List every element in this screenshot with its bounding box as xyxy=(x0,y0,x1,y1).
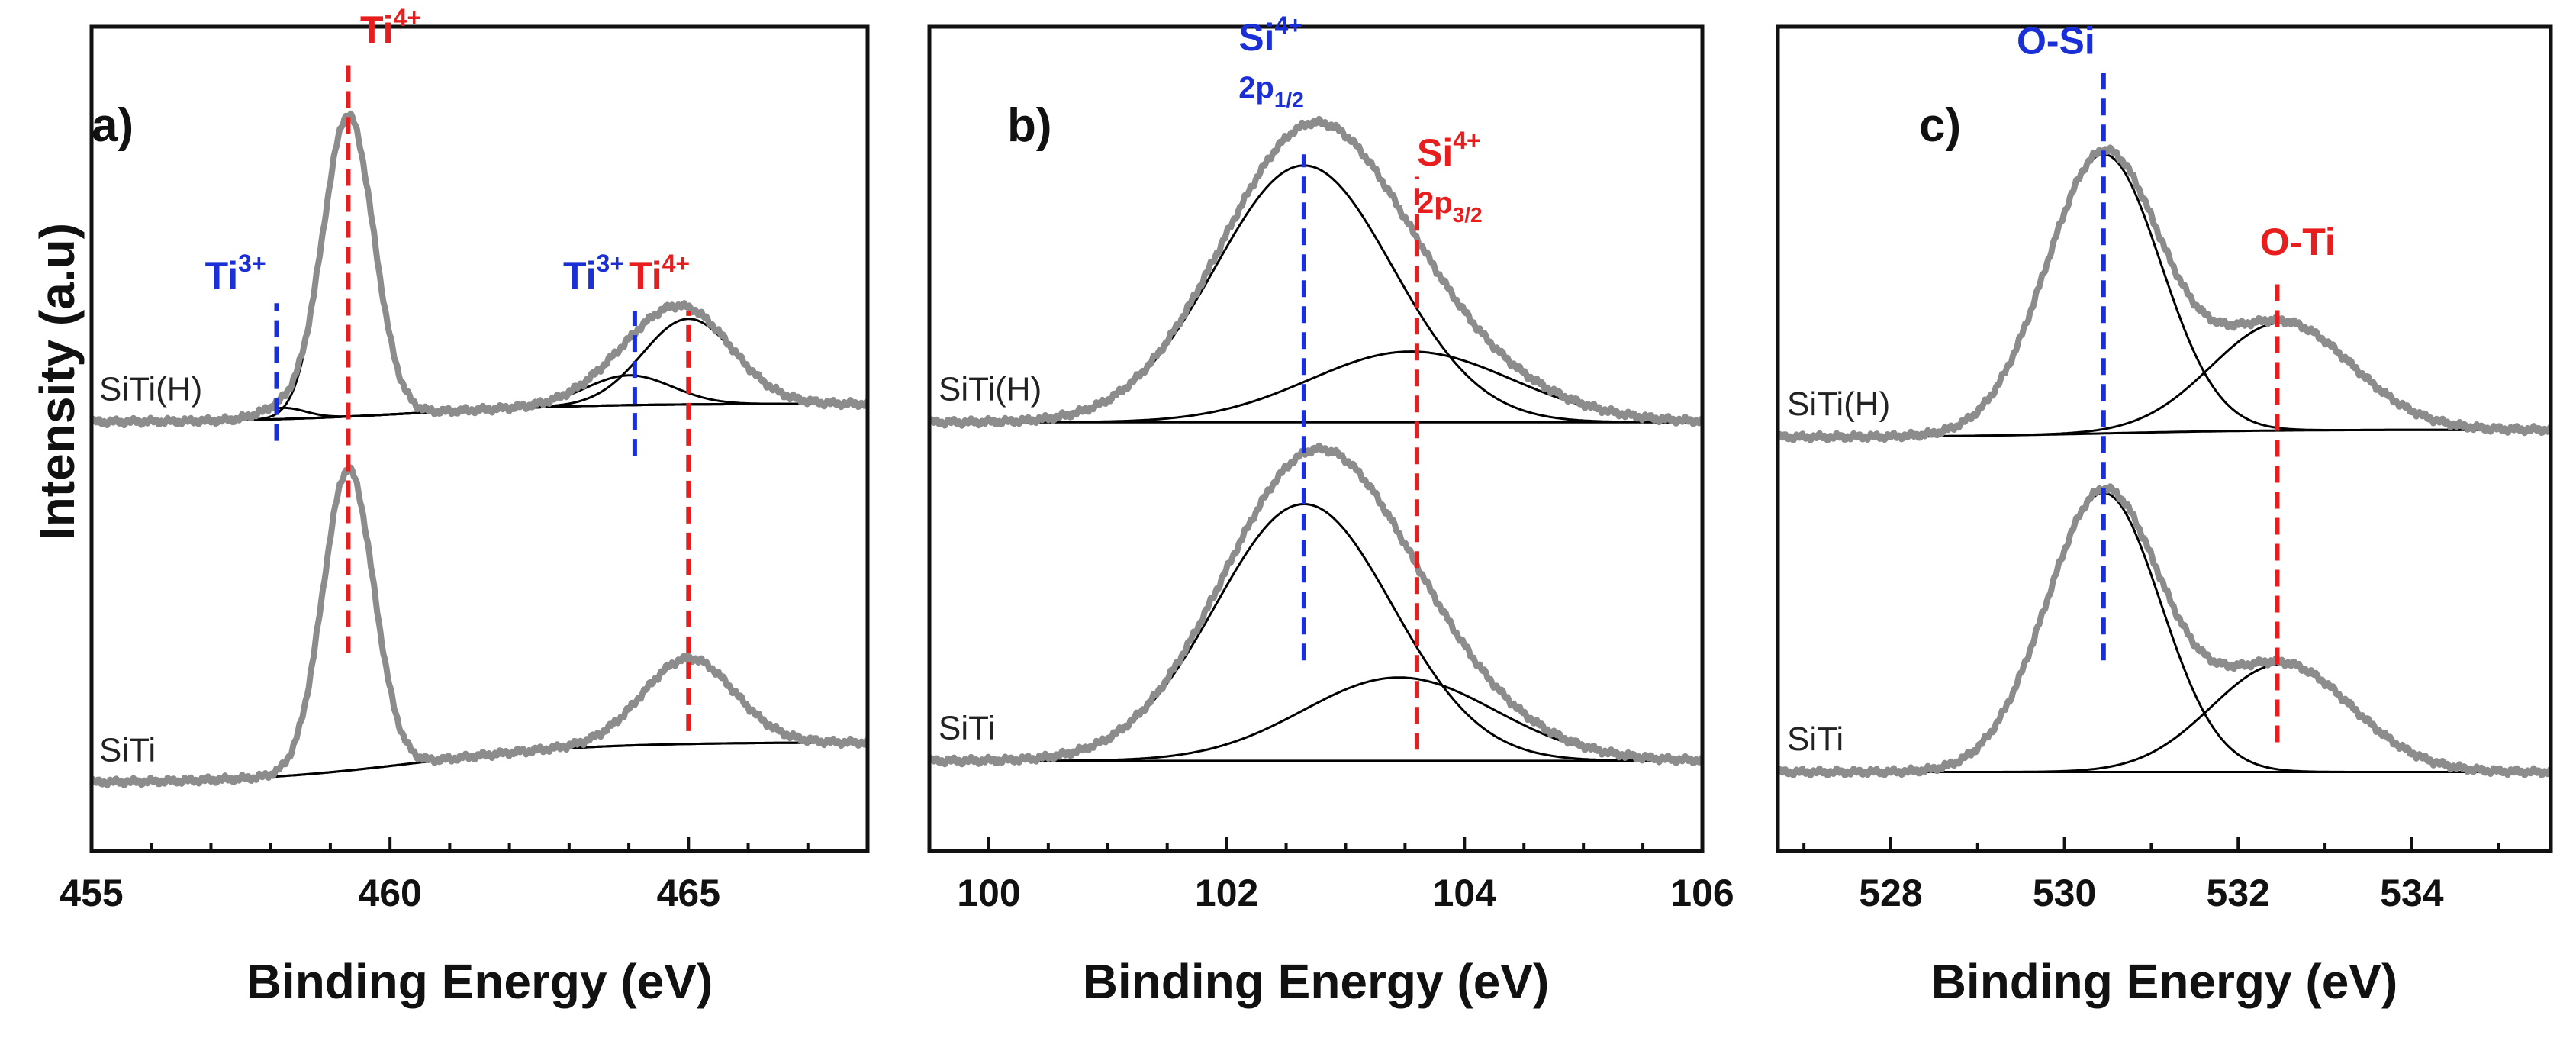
x-tick-label: 106 xyxy=(1670,872,1734,914)
panel-label: c) xyxy=(1919,99,1961,152)
component-peak-ti4-2p1-2 xyxy=(92,657,868,784)
panel-b: 100 102 104 106 Binding Energy (eV) b) SiTi(H)… xyxy=(927,11,1734,1009)
peak-annotation-oti-red: O-Ti xyxy=(2260,221,2336,263)
peak-annotation-ti-red: Ti4+ xyxy=(629,250,690,297)
panel-label: a) xyxy=(92,99,134,152)
envelope-line xyxy=(92,110,868,429)
sample-siti xyxy=(1778,483,2551,779)
panel-label: b) xyxy=(1007,99,1052,152)
x-tick-label: 102 xyxy=(1195,872,1258,914)
x-tick-label: 465 xyxy=(657,872,720,914)
x-tick-label: 100 xyxy=(957,872,1020,914)
plot-frame xyxy=(927,24,1705,853)
peak-annotation-si-blue: Si4+ xyxy=(1238,11,1302,59)
sample-label: SiTi xyxy=(1787,720,1843,758)
peak-annotation-si-red: Si4+ xyxy=(1417,127,1481,174)
peak-annotation-ti-blue: Ti3+ xyxy=(563,250,624,297)
component-peak-o-ti xyxy=(1778,662,2551,773)
plot-area xyxy=(1778,144,2551,779)
panel-c: 528 530 532 534 Binding Energy (eV) c) SiTi(H)… xyxy=(1776,20,2553,1009)
x-tick-label: 534 xyxy=(2380,872,2444,914)
peak-annotation-orbital: 2p3/2 xyxy=(1417,186,1483,227)
peak-annotation-ti-red: Ti4+ xyxy=(360,4,421,51)
sample-sitih xyxy=(929,115,1702,429)
component-peak-si4-2p1-2 xyxy=(929,503,1702,762)
sample-label: SiTi(H) xyxy=(1787,385,1890,423)
sample-siti xyxy=(929,442,1702,768)
peak-annotation-osi-blue: O-Si xyxy=(2017,20,2095,63)
component-peak-o-si xyxy=(1778,492,2551,773)
envelope-line xyxy=(1778,144,2551,443)
envelope-line xyxy=(929,115,1702,429)
y-axis-label: Intensity (a.u) xyxy=(30,223,85,540)
envelope-line xyxy=(929,442,1702,768)
sample-label: SiTi xyxy=(99,732,156,769)
component-peak-o-si xyxy=(1778,153,2551,438)
envelope-line xyxy=(1778,483,2551,779)
x-axis-label: Binding Energy (eV) xyxy=(246,954,713,1009)
x-axis-label: Binding Energy (eV) xyxy=(1083,954,1550,1009)
sample-siti xyxy=(92,464,868,789)
x-axis-label: Binding Energy (eV) xyxy=(1931,954,2398,1009)
x-tick-label: 455 xyxy=(60,872,123,914)
x-tick-label: 532 xyxy=(2207,872,2270,914)
x-tick-label: 528 xyxy=(1859,872,1922,914)
component-peak-si4-2p1-2 xyxy=(929,164,1702,424)
sample-sitih xyxy=(1778,144,2551,443)
peak-annotation-orbital: 2p1/2 xyxy=(1238,71,1304,111)
envelope-line xyxy=(92,464,868,789)
sample-label: SiTi(H) xyxy=(99,371,202,408)
component-peak-ti4-2p3-2 xyxy=(92,468,868,784)
peak-annotation-ti-blue: Ti3+ xyxy=(205,250,266,297)
component-peak-si4-2p3-2 xyxy=(929,350,1702,424)
sample-label: SiTi xyxy=(939,709,995,746)
plot-frame xyxy=(1776,24,2553,853)
sample-label: SiTi(H) xyxy=(939,371,1042,408)
plot-frame xyxy=(89,24,870,853)
x-tick-label: 104 xyxy=(1433,872,1497,914)
plot-area xyxy=(92,110,868,789)
x-tick-label: 530 xyxy=(2033,872,2096,914)
plot-area xyxy=(929,115,1702,768)
panels: 455 460 465 Binding Energy (eV) a) SiTi(H) SiT… xyxy=(60,4,2553,1009)
x-tick-label: 460 xyxy=(358,872,421,914)
sample-sitih xyxy=(92,110,868,429)
panel-a: 455 460 465 Binding Energy (eV) a) SiTi(H) SiT… xyxy=(60,4,870,1009)
